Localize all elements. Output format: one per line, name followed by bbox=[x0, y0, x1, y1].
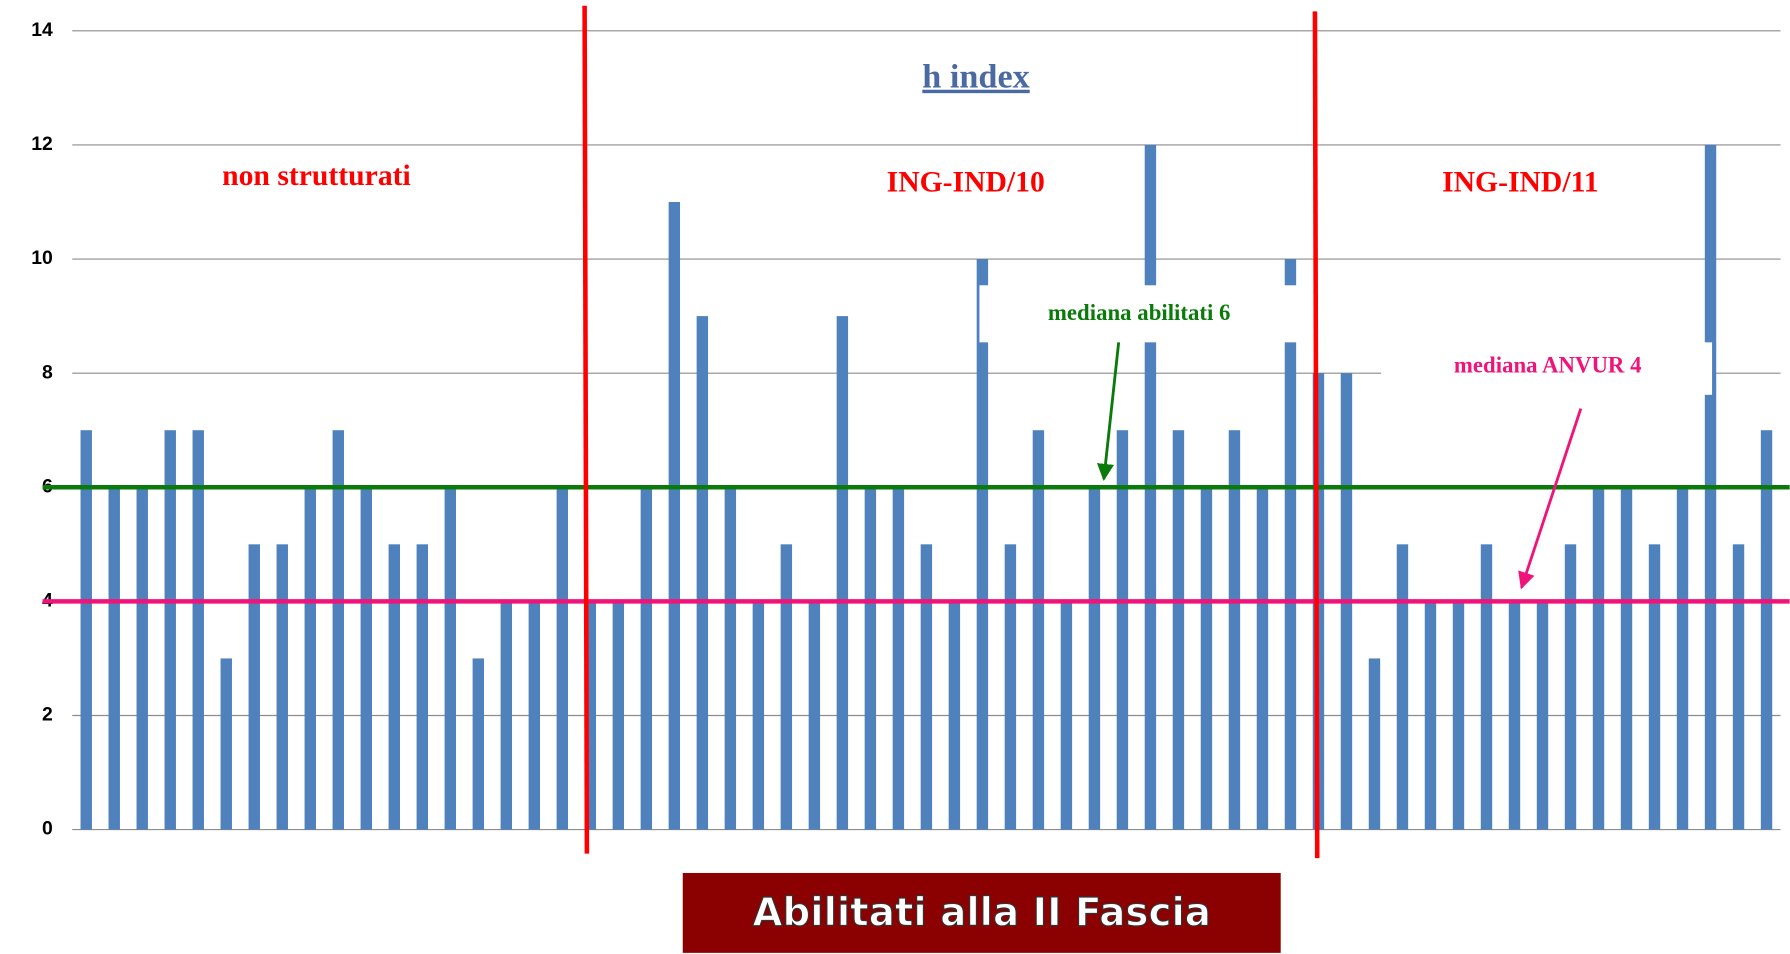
bar bbox=[136, 487, 148, 830]
bar bbox=[752, 601, 765, 830]
bar bbox=[500, 601, 513, 830]
label-box bbox=[979, 285, 1302, 343]
bar bbox=[808, 601, 821, 830]
bar bbox=[360, 487, 372, 830]
bar bbox=[444, 487, 457, 830]
bar bbox=[304, 487, 316, 830]
bar bbox=[892, 487, 905, 830]
bar bbox=[920, 544, 933, 830]
bar bbox=[1228, 430, 1241, 830]
bar bbox=[836, 316, 849, 830]
bar bbox=[556, 487, 569, 830]
bar bbox=[640, 487, 653, 830]
divider bbox=[1312, 11, 1320, 859]
bar bbox=[1536, 601, 1549, 830]
y-tick-label: 2 bbox=[42, 704, 53, 726]
bar bbox=[1284, 259, 1297, 830]
bar bbox=[1088, 487, 1101, 830]
bar bbox=[220, 658, 232, 830]
divider bbox=[582, 5, 590, 854]
bar bbox=[1452, 601, 1465, 830]
bar bbox=[1592, 487, 1605, 830]
bar bbox=[1676, 487, 1689, 830]
bar bbox=[1620, 487, 1633, 830]
bar bbox=[724, 487, 737, 830]
bar bbox=[1732, 544, 1745, 830]
bar bbox=[612, 601, 625, 830]
bar bbox=[780, 544, 793, 830]
bar bbox=[1368, 658, 1381, 830]
bar bbox=[388, 544, 400, 830]
bar bbox=[1760, 430, 1773, 830]
subtitle: Abilitati alla II Fascia bbox=[753, 891, 1211, 936]
bar bbox=[1648, 544, 1661, 830]
annotation: ING-IND/10 bbox=[887, 167, 1045, 199]
bar bbox=[248, 544, 260, 830]
arrow bbox=[1518, 408, 1583, 590]
bar bbox=[108, 487, 120, 830]
bar bbox=[80, 430, 92, 830]
bar bbox=[1172, 430, 1185, 830]
bar bbox=[1564, 544, 1577, 830]
bar bbox=[416, 544, 428, 830]
bar bbox=[1396, 544, 1409, 830]
annotation: non strutturati bbox=[222, 160, 411, 192]
bar bbox=[528, 601, 541, 830]
y-tick-label: 14 bbox=[31, 19, 53, 41]
bar bbox=[472, 658, 485, 830]
bar bbox=[164, 430, 176, 830]
bar bbox=[864, 487, 877, 830]
bar bbox=[948, 601, 961, 830]
bar bbox=[332, 430, 344, 830]
bar bbox=[1116, 430, 1129, 830]
bar bbox=[976, 259, 989, 830]
subtitle-box bbox=[682, 872, 1281, 953]
reference-label: mediana ANVUR 4 bbox=[1454, 353, 1642, 378]
annotation: ING-IND/11 bbox=[1442, 167, 1599, 199]
bar bbox=[1200, 487, 1213, 830]
bar bbox=[1004, 544, 1017, 830]
y-tick-label: 12 bbox=[31, 133, 53, 155]
reference-label: mediana abilitati 6 bbox=[1048, 300, 1231, 325]
y-tick-label: 10 bbox=[31, 247, 53, 269]
y-tick-label: 8 bbox=[42, 361, 53, 383]
label-box bbox=[1381, 342, 1713, 395]
bar bbox=[276, 544, 288, 830]
bar bbox=[696, 316, 709, 830]
bar bbox=[1256, 487, 1269, 830]
arrow bbox=[1096, 342, 1121, 481]
bar bbox=[668, 201, 681, 830]
bar bbox=[1480, 544, 1493, 830]
bar bbox=[1424, 601, 1437, 830]
bar bbox=[192, 430, 204, 830]
bar bbox=[1060, 601, 1073, 830]
bar bbox=[1032, 430, 1045, 830]
bar bbox=[584, 601, 597, 830]
bar bbox=[1508, 601, 1521, 830]
chart-title: h index bbox=[922, 58, 1029, 96]
y-tick-label: 0 bbox=[42, 818, 53, 840]
